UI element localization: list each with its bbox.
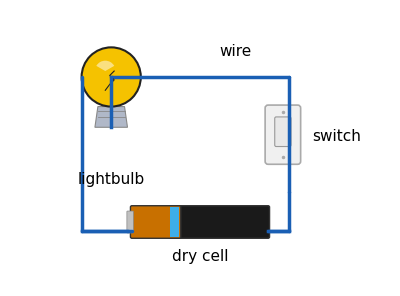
FancyBboxPatch shape bbox=[265, 105, 301, 164]
Polygon shape bbox=[170, 207, 179, 237]
Circle shape bbox=[82, 47, 141, 107]
FancyBboxPatch shape bbox=[169, 206, 270, 238]
Wedge shape bbox=[96, 61, 114, 71]
FancyBboxPatch shape bbox=[275, 117, 291, 147]
FancyBboxPatch shape bbox=[130, 206, 181, 238]
Text: lightbulb: lightbulb bbox=[78, 172, 145, 187]
Text: switch: switch bbox=[312, 129, 361, 144]
Polygon shape bbox=[95, 107, 128, 127]
Text: dry cell: dry cell bbox=[172, 249, 228, 264]
Text: wire: wire bbox=[219, 44, 252, 59]
FancyBboxPatch shape bbox=[127, 211, 134, 233]
